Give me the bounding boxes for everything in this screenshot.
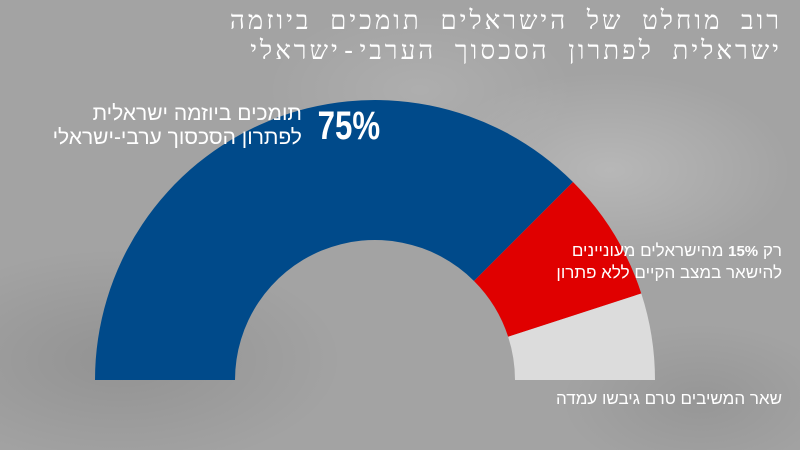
segment-status-quo <box>473 182 642 337</box>
status-quo-percent: 15% <box>728 243 759 260</box>
chart-title-line-1: רוב מוחלט של הישראלים תומכים ביוזמה <box>229 6 782 36</box>
segment-support <box>95 99 573 380</box>
status-quo-line-1: רק 15% מהישראלים מעוניינים <box>556 240 782 262</box>
status-quo-line-2: להישאר במצב הקיים ללא פתרון <box>556 263 782 282</box>
support-text-line-2: לפתרון הסכסוך ערבי-ישראלי <box>52 126 302 149</box>
chart-title-line-2: ישראלית לפתרון הסכסוך הערבי-ישראלי <box>250 36 782 66</box>
chart-title: רוב מוחלט של הישראלים תומכים ביוזמה ישרא… <box>22 6 782 66</box>
status-quo-label: רק 15% מהישראלים מעוניינים להישאר במצב ה… <box>556 240 782 283</box>
segment-undecided <box>508 293 655 380</box>
undecided-label: שאר המשיבים טרם גיבשו עמדה <box>556 389 782 408</box>
support-text: תומכים ביוזמה ישראלית לפתרון הסכסוך ערבי… <box>53 102 302 150</box>
support-percent: 75% <box>317 104 380 148</box>
status-quo-line-1-rest: מהישראלים מעוניינים <box>571 241 724 260</box>
support-label: 75% תומכים ביוזמה ישראלית לפתרון הסכסוך … <box>53 102 380 150</box>
status-quo-prefix: רק <box>762 241 782 260</box>
support-text-line-1: תומכים ביוזמה ישראלית <box>92 102 302 125</box>
